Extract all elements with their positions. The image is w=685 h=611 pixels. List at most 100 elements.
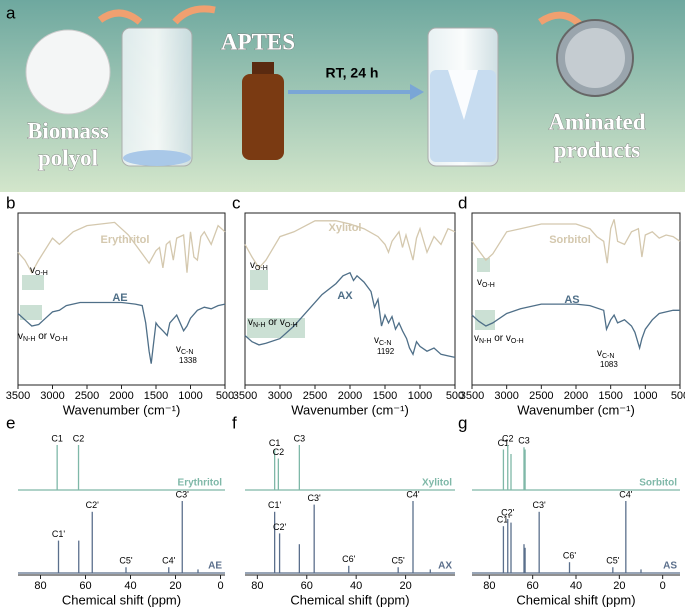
annotation-subscript: C-N — [181, 349, 193, 356]
panel-label: d — [458, 193, 467, 212]
annotation-text: v — [250, 260, 255, 271]
scheme: a Biomass polyol APTES RT, 24 h Aminated… — [0, 0, 685, 192]
highlight — [477, 258, 490, 272]
chart: c 3500 3000 2500 2000 1500 1000 500 Wavenumber (… — [232, 193, 464, 417]
x-axis-label: Chemical shift (ppm) — [290, 592, 409, 607]
beaker — [121, 27, 193, 167]
x-tick-label: 2500 — [303, 390, 327, 402]
panel-label: a — [6, 3, 16, 22]
series-label: Xylitol — [328, 222, 361, 234]
liquid — [123, 150, 191, 166]
annotation-subscript: N-H — [479, 338, 491, 345]
x-axis-label: Wavenumber (cm⁻¹) — [63, 402, 181, 417]
x-tick-label: 20 — [399, 580, 411, 592]
peak-label: C4' — [406, 489, 420, 499]
x-tick-label: 80 — [483, 580, 495, 592]
peak-label: C5' — [119, 556, 133, 566]
peak-label: C2' — [86, 500, 100, 510]
series-label: AS — [564, 294, 579, 306]
series-label: AS — [663, 561, 677, 572]
peak-label: C1' — [268, 500, 282, 510]
annotation-subscript: O-H — [511, 338, 524, 345]
x-axis-label: Chemical shift (ppm) — [516, 592, 635, 607]
peak-label: C4' — [162, 556, 176, 566]
product — [565, 28, 625, 88]
x-tick-label: 1500 — [373, 390, 397, 402]
peak-label: C1' — [52, 529, 66, 539]
series-label: AE — [112, 292, 127, 304]
peak-label: C4' — [619, 489, 633, 499]
annotation-subscript: N-H — [253, 322, 265, 329]
annotation: vN-H or vO-H — [474, 333, 524, 345]
annotation-text: v — [30, 265, 35, 276]
annotation-subscript: O-H — [482, 282, 495, 289]
peak-label: C3' — [308, 493, 322, 503]
arrow-head — [410, 84, 424, 100]
annotation: vO-H — [250, 260, 268, 272]
reagent: APTES — [221, 29, 295, 54]
spectrum — [471, 219, 681, 264]
annotation: vC-N — [597, 348, 614, 360]
series-label: Sorbitol — [639, 478, 677, 489]
annotation-text: or v — [35, 331, 54, 342]
peak-label: C6' — [563, 551, 577, 561]
series-label: Erythritol — [101, 234, 150, 246]
peak-label: C1 — [51, 433, 63, 443]
peak-label: C3 — [294, 433, 306, 443]
peak-label: C2' — [273, 522, 287, 532]
annotation-text: or v — [491, 333, 510, 344]
x-tick-label: 0 — [217, 580, 223, 592]
x-tick-label: 1500 — [144, 390, 168, 402]
annotation-value: 1338 — [179, 356, 197, 365]
x-tick-label: 0 — [660, 580, 666, 592]
x-tick-label: 80 — [251, 580, 263, 592]
panel-label: c — [232, 193, 241, 212]
annotation-text: v — [477, 277, 482, 288]
end-text: products — [554, 137, 641, 162]
spectrum — [244, 220, 456, 269]
panel-label: b — [6, 193, 15, 212]
peak-label: C3' — [176, 489, 190, 499]
highlight — [247, 318, 305, 338]
panel-label: e — [6, 413, 15, 432]
series-label: AX — [438, 561, 452, 572]
vortex — [448, 70, 478, 120]
series-label: Xylitol — [422, 478, 452, 489]
annotation-text: v — [374, 335, 379, 346]
annotation: vC-N — [374, 335, 391, 347]
annotation-text: v — [474, 333, 479, 344]
x-tick-label: 3000 — [494, 390, 518, 402]
x-tick-label: 60 — [301, 580, 313, 592]
spectrum — [17, 301, 226, 364]
highlight — [20, 305, 42, 320]
series-label: Erythritol — [178, 478, 223, 489]
powder — [25, 29, 111, 115]
x-axis-label: Chemical shift (ppm) — [62, 592, 181, 607]
peak-label: C2' — [501, 507, 515, 517]
x-tick-label: 3500 — [6, 390, 30, 402]
x-tick-label: 40 — [124, 580, 136, 592]
annotation-subscript: C-N — [602, 353, 614, 360]
x-tick-label: 2000 — [109, 390, 133, 402]
spectrum — [471, 303, 680, 351]
annotation-subscript: O-H — [285, 322, 298, 329]
annotation: vO-H — [477, 277, 495, 289]
x-tick-label: 40 — [570, 580, 582, 592]
annotation-subscript: O-H — [55, 336, 68, 343]
annotation-text: or v — [265, 317, 284, 328]
annotation-subscript: C-N — [379, 340, 391, 347]
x-tick-label: 2500 — [529, 390, 553, 402]
end-text: Aminated — [548, 109, 645, 134]
start-text: Biomass — [27, 118, 109, 143]
x-tick-label: 2500 — [75, 390, 99, 402]
x-tick-label: 3500 — [233, 390, 257, 402]
highlight — [475, 310, 495, 330]
annotation: vN-H or vO-H — [248, 317, 298, 329]
x-axis-label: Wavenumber (cm⁻¹) — [291, 402, 409, 417]
condition: RT, 24 h — [326, 65, 379, 81]
chart: b 3500 3000 2500 2000 1500 1000 500 Wavenumber (… — [6, 193, 234, 417]
x-tick-label: 20 — [613, 580, 625, 592]
annotation-value: 1083 — [600, 360, 618, 369]
